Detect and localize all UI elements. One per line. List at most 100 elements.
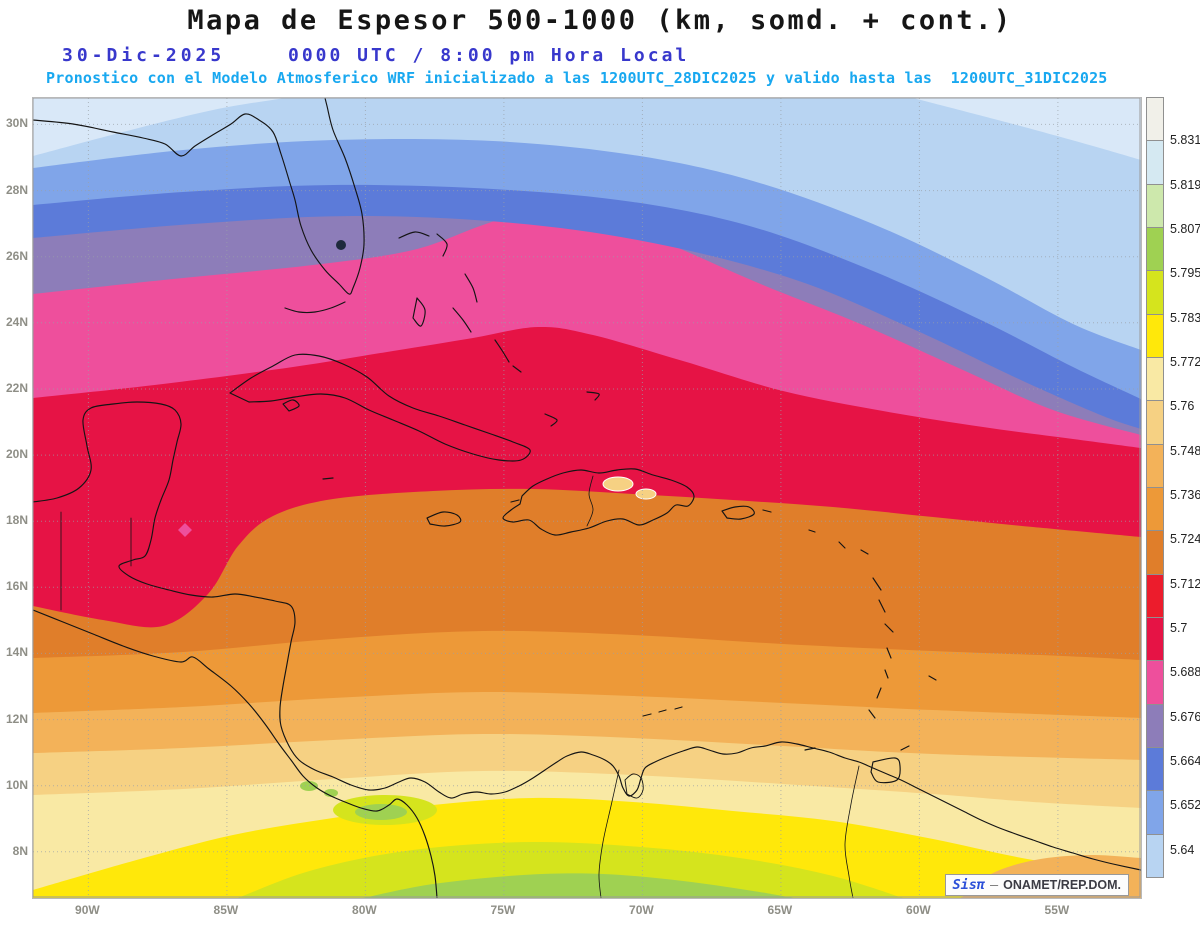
coast-pacific: [33, 609, 438, 898]
coast-crooked: [512, 365, 522, 373]
lat-label-16N: 16N: [5, 579, 28, 594]
colorbar-segment-15: [1146, 746, 1164, 792]
colorbar-label-5.807: 5.807: [1170, 221, 1200, 236]
colorbar-segment-4: [1146, 270, 1164, 315]
valid-time-label: 0000 UTC / 8:00 pm Hora Local: [288, 45, 690, 66]
lon-label-80W: 80W: [352, 903, 377, 917]
coast-tobago: [900, 745, 910, 751]
credit-box: Sisπ – ONAMET/REP.DOM.: [944, 874, 1129, 896]
coast-gulf-florida: [33, 98, 365, 295]
coast-trinidad: [870, 757, 901, 784]
lat-label-30N: 30N: [5, 116, 28, 131]
band-pale-nw: [33, 98, 285, 156]
colorbar-segment-2: [1146, 183, 1164, 228]
colorbar-segment-6: [1146, 356, 1164, 402]
colorbar-label-5.772: 5.772: [1170, 354, 1200, 369]
lat-label-10N: 10N: [5, 777, 28, 792]
coast-cuba: [229, 353, 531, 462]
map-frame: [33, 98, 1141, 898]
coast-lake-maracaibo: [624, 773, 644, 799]
coast-hispaniola: [502, 468, 695, 536]
colorbar-segment-8: [1146, 443, 1164, 488]
green-patch-panama: [355, 804, 407, 820]
green-fleck-2: [324, 789, 338, 797]
lat-label-8N: 8N: [12, 843, 28, 858]
colorbar-label-5.64: 5.64: [1170, 842, 1195, 857]
lat-label-20N: 20N: [5, 447, 28, 462]
contour-ring-hispaniola-2: [635, 488, 657, 500]
colorbar-label-5.736: 5.736: [1170, 487, 1200, 502]
colorbar-segment-11: [1146, 573, 1164, 618]
colorbar-segment-13: [1146, 660, 1164, 705]
colorbar-segment-17: [1146, 833, 1164, 878]
coast-virgin-islands: [762, 509, 772, 513]
coast-florida-keys: [284, 301, 346, 314]
coast-inagua: [544, 413, 558, 427]
lon-label-60W: 60W: [906, 903, 931, 917]
map-area: Sisπ – ONAMET/REP.DOM.: [32, 97, 1142, 899]
lon-label-65W: 65W: [767, 903, 793, 917]
lon-label-75W: 75W: [490, 903, 516, 917]
thickness-band-green: [363, 873, 793, 898]
credit-org: ONAMET/REP.DOM.: [1003, 878, 1121, 892]
colorbar-segment-3: [1146, 226, 1164, 272]
coast-bonaire: [674, 706, 683, 710]
coast-puerto-rico: [721, 505, 755, 520]
colorbar-label-5.748: 5.748: [1170, 443, 1200, 458]
coast-gonave: [510, 499, 520, 503]
lon-label-85W: 85W: [213, 903, 239, 917]
lat-label-26N: 26N: [5, 248, 28, 263]
colorbar-label-5.831: 5.831: [1170, 133, 1200, 148]
coast-abaco: [436, 233, 448, 257]
colorbar-segment-12: [1146, 616, 1164, 662]
lake-okeechobee: [336, 240, 346, 250]
colorbar-segment-16: [1146, 790, 1164, 835]
colorbar-label-5.724: 5.724: [1170, 532, 1200, 547]
coast-curacao: [658, 709, 667, 713]
colorbar-segment-1: [1146, 140, 1164, 185]
contour-ring-hispaniola-1: [602, 476, 634, 492]
colorbar-label-5.783: 5.783: [1170, 310, 1200, 325]
lat-label-18N: 18N: [5, 513, 28, 528]
coast-long-island: [494, 339, 510, 363]
coast-exuma: [452, 307, 472, 333]
colorbar: [1146, 97, 1164, 878]
colorbar-segment-7: [1146, 400, 1164, 445]
credit-dash: –: [990, 877, 999, 893]
lat-label-12N: 12N: [5, 711, 28, 726]
lon-label-90W: 90W: [75, 903, 100, 917]
coast-mainland-caribbean: [33, 401, 1141, 871]
colorbar-label-5.7: 5.7: [1170, 620, 1188, 635]
lat-label-28N: 28N: [5, 182, 28, 197]
lon-label-70W: 70W: [629, 903, 654, 917]
border-haiti-dr: [586, 475, 594, 527]
coast-eleuthera: [464, 273, 478, 303]
colorbar-label-5.652: 5.652: [1170, 798, 1200, 813]
coast-isla-juventud: [282, 399, 300, 412]
colorbar-segment-0: [1146, 97, 1164, 142]
colorbar-label-5.664: 5.664: [1170, 753, 1200, 768]
credit-brand: Sisπ: [952, 877, 986, 893]
lat-label-14N: 14N: [5, 645, 28, 660]
coast-guadeloupe: [872, 577, 882, 591]
forecast-model-line: Pronostico con el Modelo Atmosferico WRF…: [46, 69, 1108, 87]
map-canvas: [33, 98, 1141, 898]
coast-dominica: [878, 599, 886, 613]
thickness-band-17: [33, 98, 1141, 350]
coast-martinique: [884, 623, 894, 633]
coast-cayman: [322, 477, 334, 480]
coast-st-lucia: [886, 647, 892, 659]
colorbar-label-5.76: 5.76: [1170, 399, 1195, 414]
coast-antigua: [860, 549, 869, 555]
colorbar-segment-10: [1146, 530, 1164, 575]
valid-date-label: 30-Dic-2025: [62, 45, 226, 66]
border-venezuela-guyana: [844, 765, 860, 898]
colorbar-label-5.712: 5.712: [1170, 576, 1200, 591]
coast-andros: [412, 297, 426, 327]
coast-barbados: [928, 675, 937, 681]
coast-st-kitts: [838, 541, 846, 549]
colorbar-segment-9: [1146, 486, 1164, 532]
coast-jamaica: [426, 511, 462, 527]
pink-speck-belize: [178, 523, 192, 537]
coast-turks-caicos: [586, 391, 600, 401]
